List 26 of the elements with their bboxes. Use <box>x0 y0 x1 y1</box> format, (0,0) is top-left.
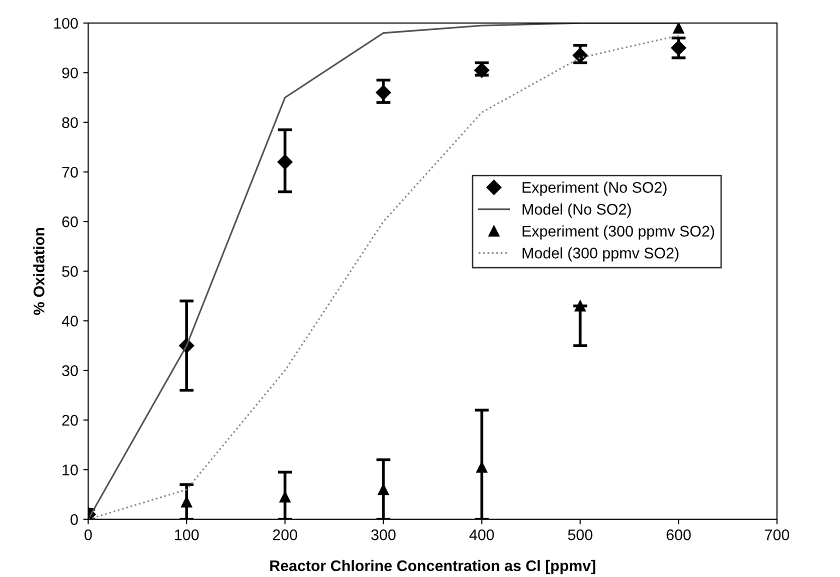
y-tick-label: 30 <box>62 365 78 376</box>
legend-label: Experiment (No SO2) <box>522 182 667 196</box>
legend-label: Model (No SO2) <box>522 204 631 218</box>
legend-label: Model (300 ppmv SO2) <box>522 247 678 262</box>
point <box>673 23 684 34</box>
y-tick-label: 70 <box>62 166 78 178</box>
y-tick-label: 90 <box>62 68 78 78</box>
y-tick-label: 40 <box>62 316 78 326</box>
x-tick-label: 300 <box>371 529 396 540</box>
y-axis-title: % Oxidation <box>33 228 44 315</box>
x-tick-label: 500 <box>568 529 592 540</box>
x-tick-label: 200 <box>273 529 298 540</box>
x-tick-label: 700 <box>765 529 790 540</box>
y-tick-label: 80 <box>62 117 78 128</box>
y-tick-label: 50 <box>62 266 78 277</box>
y-tick-label: 0 <box>70 514 78 525</box>
y-tick-label: 60 <box>62 216 78 228</box>
y-tick-label: 10 <box>62 464 78 476</box>
x-tick-label: 0 <box>84 529 92 540</box>
y-tick-label: 20 <box>62 414 78 426</box>
y-tick-label: 100 <box>54 18 78 29</box>
x-tick-label: 600 <box>666 529 691 540</box>
legend-label: Experiment (300 ppmv SO2) <box>522 225 714 240</box>
x-tick-label: 400 <box>469 529 494 540</box>
x-axis-title: Reactor Chlorine Concentration as Cl [ppmv] <box>270 560 596 574</box>
x-tick-label: 100 <box>175 529 199 540</box>
